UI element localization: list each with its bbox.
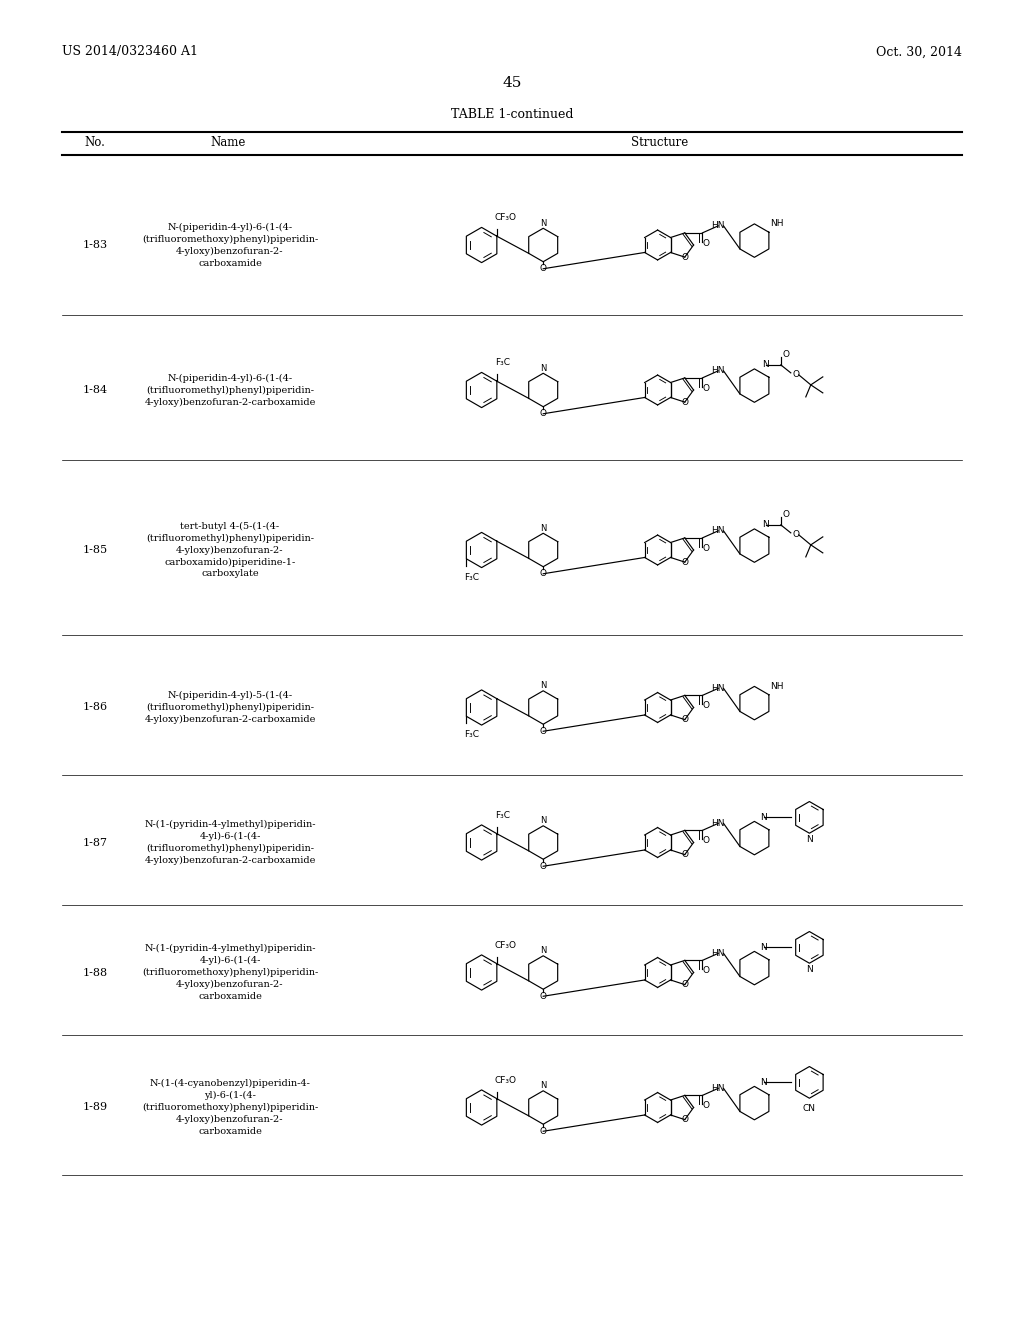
Text: carboxylate: carboxylate <box>201 569 259 578</box>
Text: N: N <box>540 816 547 825</box>
Text: Name: Name <box>210 136 246 149</box>
Text: Structure: Structure <box>632 136 688 149</box>
Text: O: O <box>702 701 710 710</box>
Text: carboxamide: carboxamide <box>198 259 262 268</box>
Text: (trifluoromethoxy)phenyl)piperidin-: (trifluoromethoxy)phenyl)piperidin- <box>142 968 318 977</box>
Text: HN: HN <box>712 949 725 958</box>
Text: 4-yloxy)benzofuran-2-carboxamide: 4-yloxy)benzofuran-2-carboxamide <box>144 715 315 725</box>
Text: carboxamide: carboxamide <box>198 1127 262 1137</box>
Text: N: N <box>761 813 767 822</box>
Text: HN: HN <box>712 1084 725 1093</box>
Text: HN: HN <box>712 818 725 828</box>
Text: Oct. 30, 2014: Oct. 30, 2014 <box>876 45 962 58</box>
Text: CN: CN <box>803 1104 816 1113</box>
Text: NH: NH <box>770 219 784 228</box>
Text: O: O <box>681 850 688 859</box>
Text: HN: HN <box>712 684 725 693</box>
Text: N: N <box>763 520 769 529</box>
Text: (trifluoromethyl)phenyl)piperidin-: (trifluoromethyl)phenyl)piperidin- <box>146 704 314 711</box>
Text: N-(1-(pyridin-4-ylmethyl)piperidin-: N-(1-(pyridin-4-ylmethyl)piperidin- <box>144 944 315 953</box>
Text: 4-yloxy)benzofuran-2-carboxamide: 4-yloxy)benzofuran-2-carboxamide <box>144 397 315 407</box>
Text: 1-87: 1-87 <box>83 837 108 847</box>
Text: tert-butyl 4-(5-(1-(4-: tert-butyl 4-(5-(1-(4- <box>180 521 280 531</box>
Text: carboxamide: carboxamide <box>198 993 262 1001</box>
Text: (trifluoromethyl)phenyl)piperidin-: (trifluoromethyl)phenyl)piperidin- <box>146 533 314 543</box>
Text: O: O <box>540 727 547 735</box>
Text: N-(1-(4-cyanobenzyl)piperidin-4-: N-(1-(4-cyanobenzyl)piperidin-4- <box>150 1078 310 1088</box>
Text: 1-83: 1-83 <box>83 240 108 249</box>
Text: 4-yl)-6-(1-(4-: 4-yl)-6-(1-(4- <box>200 832 261 841</box>
Text: 1-84: 1-84 <box>83 385 108 395</box>
Text: O: O <box>681 1115 688 1125</box>
Text: O: O <box>540 991 547 1001</box>
Text: O: O <box>702 544 710 553</box>
Text: O: O <box>702 837 710 845</box>
Text: N: N <box>540 364 547 372</box>
Text: No.: No. <box>85 136 105 149</box>
Text: O: O <box>793 531 800 540</box>
Text: N: N <box>806 834 813 843</box>
Text: 4-yloxy)benzofuran-2-: 4-yloxy)benzofuran-2- <box>176 1115 284 1125</box>
Text: 4-yloxy)benzofuran-2-: 4-yloxy)benzofuran-2- <box>176 979 284 989</box>
Text: 4-yl)-6-(1-(4-: 4-yl)-6-(1-(4- <box>200 956 261 965</box>
Text: (trifluoromethyl)phenyl)piperidin-: (trifluoromethyl)phenyl)piperidin- <box>146 385 314 395</box>
Text: O: O <box>782 511 790 519</box>
Text: N: N <box>763 360 769 370</box>
Text: N: N <box>540 1081 547 1090</box>
Text: F₃C: F₃C <box>464 573 479 582</box>
Text: US 2014/0323460 A1: US 2014/0323460 A1 <box>62 45 198 58</box>
Text: O: O <box>540 409 547 418</box>
Text: (trifluoromethoxy)phenyl)piperidin-: (trifluoromethoxy)phenyl)piperidin- <box>142 235 318 244</box>
Text: N: N <box>761 1078 767 1086</box>
Text: O: O <box>681 981 688 989</box>
Text: 45: 45 <box>503 77 521 90</box>
Text: O: O <box>681 397 688 407</box>
Text: O: O <box>540 1127 547 1135</box>
Text: 4-yloxy)benzofuran-2-carboxamide: 4-yloxy)benzofuran-2-carboxamide <box>144 855 315 865</box>
Text: 4-yloxy)benzofuran-2-: 4-yloxy)benzofuran-2- <box>176 545 284 554</box>
Text: O: O <box>702 966 710 975</box>
Text: O: O <box>782 350 790 359</box>
Text: CF₃O: CF₃O <box>495 941 517 950</box>
Text: (trifluoromethyl)phenyl)piperidin-: (trifluoromethyl)phenyl)piperidin- <box>146 843 314 853</box>
Text: F₃C: F₃C <box>464 730 479 739</box>
Text: NH: NH <box>770 682 784 690</box>
Text: O: O <box>540 569 547 578</box>
Text: O: O <box>681 557 688 566</box>
Text: F₃C: F₃C <box>495 810 510 820</box>
Text: N-(piperidin-4-yl)-5-(1-(4-: N-(piperidin-4-yl)-5-(1-(4- <box>168 690 293 700</box>
Text: 4-yloxy)benzofuran-2-: 4-yloxy)benzofuran-2- <box>176 247 284 256</box>
Text: N: N <box>540 681 547 690</box>
Text: N-(piperidin-4-yl)-6-(1-(4-: N-(piperidin-4-yl)-6-(1-(4- <box>168 223 293 231</box>
Text: 1-85: 1-85 <box>83 545 108 554</box>
Text: CF₃O: CF₃O <box>495 1076 517 1085</box>
Text: HN: HN <box>712 527 725 536</box>
Text: O: O <box>702 239 710 248</box>
Text: HN: HN <box>712 222 725 231</box>
Text: O: O <box>540 862 547 871</box>
Text: yl)-6-(1-(4-: yl)-6-(1-(4- <box>204 1090 256 1100</box>
Text: N-(1-(pyridin-4-ylmethyl)piperidin-: N-(1-(pyridin-4-ylmethyl)piperidin- <box>144 820 315 829</box>
Text: N: N <box>761 942 767 952</box>
Text: HN: HN <box>712 367 725 375</box>
Text: O: O <box>681 715 688 725</box>
Text: 1-89: 1-89 <box>83 1102 108 1113</box>
Text: carboxamido)piperidine-1-: carboxamido)piperidine-1- <box>165 557 296 566</box>
Text: O: O <box>681 252 688 261</box>
Text: (trifluoromethoxy)phenyl)piperidin-: (trifluoromethoxy)phenyl)piperidin- <box>142 1104 318 1111</box>
Text: O: O <box>702 1101 710 1110</box>
Text: N: N <box>540 524 547 533</box>
Text: N-(piperidin-4-yl)-6-(1-(4-: N-(piperidin-4-yl)-6-(1-(4- <box>168 374 293 383</box>
Text: O: O <box>540 264 547 273</box>
Text: N: N <box>540 219 547 228</box>
Text: F₃C: F₃C <box>495 359 510 367</box>
Text: TABLE 1-continued: TABLE 1-continued <box>451 108 573 121</box>
Text: CF₃O: CF₃O <box>495 214 517 222</box>
Text: O: O <box>702 384 710 393</box>
Text: 1-88: 1-88 <box>83 968 108 978</box>
Text: N: N <box>540 946 547 956</box>
Text: N: N <box>806 965 813 974</box>
Text: O: O <box>793 371 800 379</box>
Text: 1-86: 1-86 <box>83 702 108 713</box>
